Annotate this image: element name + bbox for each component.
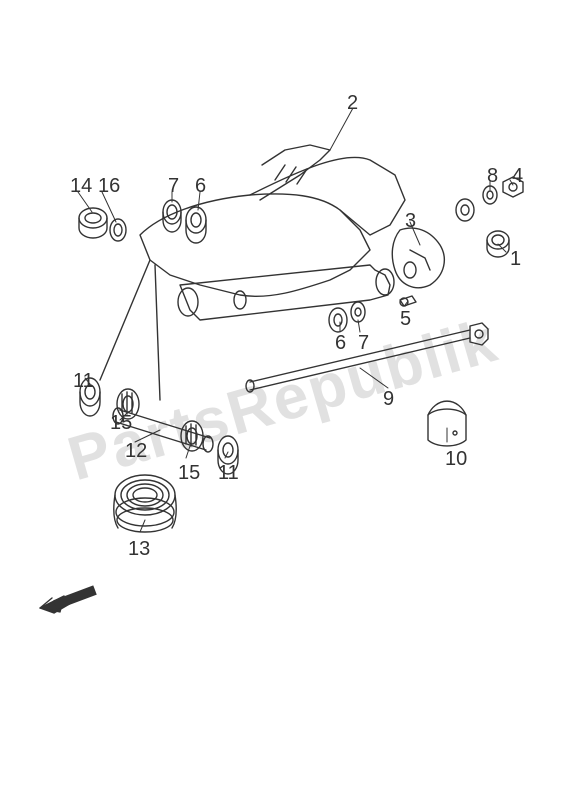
left-end-hardware xyxy=(79,200,206,243)
direction-arrow xyxy=(40,590,95,613)
swingarm-brace xyxy=(260,145,330,200)
callout-14: 14 xyxy=(70,175,92,198)
callout-7a: 7 xyxy=(168,175,179,198)
callout-9: 9 xyxy=(383,388,394,411)
callout-10: 10 xyxy=(445,448,467,471)
leader-left-2 xyxy=(155,265,160,400)
callout-3: 3 xyxy=(405,210,416,233)
callout-16: 16 xyxy=(98,175,120,198)
callout-11a: 11 xyxy=(73,370,94,393)
leader-left-1 xyxy=(100,260,150,380)
swingarm-upper-tube xyxy=(250,157,405,235)
callout-11b: 11 xyxy=(218,462,239,485)
callout-12: 12 xyxy=(125,440,147,463)
right-end-hardware xyxy=(392,177,523,306)
callout-5: 5 xyxy=(400,308,411,331)
parts-diagram-svg xyxy=(0,0,566,800)
callout-6b: 6 xyxy=(335,332,346,355)
callout-15b: 15 xyxy=(178,462,200,485)
callout-6a: 6 xyxy=(195,175,206,198)
callout-7b: 7 xyxy=(358,332,369,355)
diagram-canvas: PartsRepublik xyxy=(0,0,566,800)
callout-15a: 15 xyxy=(110,412,132,435)
callout-4: 4 xyxy=(512,165,523,188)
callout-13: 13 xyxy=(128,538,150,561)
bellows-boot xyxy=(114,475,176,532)
pivot-bore xyxy=(234,291,246,309)
callout-2: 1 xyxy=(510,248,521,271)
pivot-tube-end-right xyxy=(376,269,394,295)
callout-2: 2 xyxy=(347,92,358,115)
pivot-tube-end-left xyxy=(178,288,198,316)
rib-1 xyxy=(275,165,285,180)
callout-8: 8 xyxy=(487,165,498,188)
swingarm-body xyxy=(140,194,370,296)
sleeve-and-bushings xyxy=(80,378,238,474)
